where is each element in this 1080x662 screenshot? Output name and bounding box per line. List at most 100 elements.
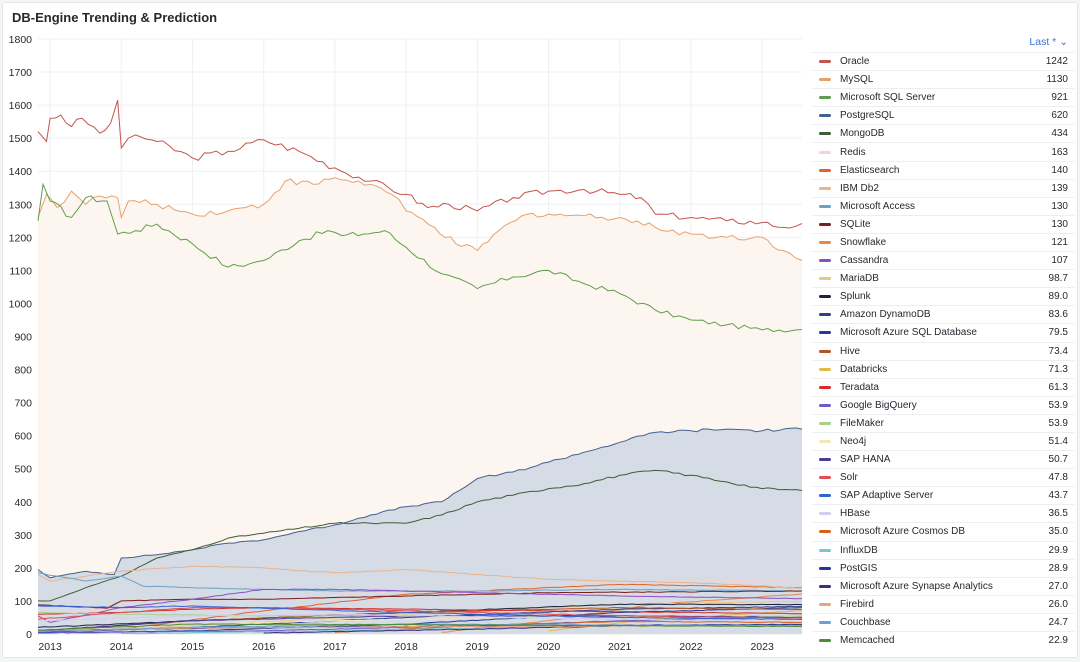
legend-item[interactable]: Hive 73.4 <box>812 341 1074 360</box>
legend-item[interactable]: Firebird 26.0 <box>812 594 1074 613</box>
legend-label: Neo4j <box>840 436 867 448</box>
legend-item[interactable]: Snowflake 121 <box>812 232 1074 251</box>
legend-item[interactable]: MySQL 1130 <box>812 70 1074 88</box>
legend-value: 24.7 <box>1048 616 1068 628</box>
legend-label: SAP HANA <box>840 454 891 466</box>
legend-label: Amazon DynamoDB <box>840 309 931 321</box>
legend-swatch <box>819 530 831 534</box>
legend-label: Couchbase <box>840 616 891 628</box>
y-tick-label: 1000 <box>9 298 33 310</box>
legend-swatch <box>819 421 831 425</box>
legend-value: 107 <box>1051 255 1068 267</box>
legend-value: 1242 <box>1045 56 1068 68</box>
series-line-hbase <box>37 613 803 623</box>
legend-value: 22.9 <box>1048 635 1068 647</box>
legend-item[interactable]: Microsoft Azure Synapse Analytics 27.0 <box>812 576 1074 595</box>
legend-value: 434 <box>1051 128 1068 140</box>
legend-label: HBase <box>840 508 871 520</box>
legend-item[interactable]: Google BigQuery 53.9 <box>812 395 1074 414</box>
legend-label: Teradata <box>840 381 879 393</box>
area-fill-postgresql <box>38 428 802 634</box>
x-tick-label: 2015 <box>181 641 205 653</box>
legend-value: 26.0 <box>1048 598 1068 610</box>
legend-item[interactable]: SAP HANA 50.7 <box>812 450 1074 468</box>
legend-value: 83.6 <box>1048 309 1068 321</box>
legend-label: MariaDB <box>840 273 879 285</box>
legend-item[interactable]: Oracle 1242 <box>812 52 1074 70</box>
legend-item[interactable]: Microsoft Azure Cosmos DB 35.0 <box>812 522 1074 540</box>
legend-swatch <box>819 132 831 136</box>
legend-item[interactable]: HBase 36.5 <box>812 504 1074 522</box>
legend-item[interactable]: Cassandra 107 <box>812 251 1074 269</box>
series-line-mongodb <box>37 469 803 602</box>
legend-value: 89.0 <box>1048 291 1068 303</box>
x-tick-label: 2013 <box>38 641 62 653</box>
legend-item[interactable]: PostgreSQL 620 <box>812 106 1074 124</box>
legend-value: 98.7 <box>1048 273 1068 285</box>
legend-item[interactable]: Solr 47.8 <box>812 468 1074 486</box>
series-line-sqlite <box>37 590 803 609</box>
legend-item[interactable]: MariaDB 98.7 <box>812 269 1074 287</box>
legend-label: SQLite <box>840 218 871 230</box>
legend-item[interactable]: IBM Db2 139 <box>812 178 1074 197</box>
x-tick-label: 2019 <box>466 641 490 653</box>
legend-value: 1130 <box>1046 74 1068 86</box>
legend-item[interactable]: Splunk 89.0 <box>812 287 1074 305</box>
legend-swatch <box>819 222 831 226</box>
legend-item[interactable]: SQLite 130 <box>812 214 1074 233</box>
legend-label: Databricks <box>840 363 888 375</box>
legend-item[interactable]: FileMaker 53.9 <box>812 413 1074 432</box>
series-line-oracle <box>37 100 803 229</box>
series-line-mariadb <box>37 600 803 633</box>
legend-item[interactable]: SAP Adaptive Server 43.7 <box>812 486 1074 504</box>
legend-label: PostGIS <box>840 562 878 574</box>
legend-swatch <box>819 548 831 552</box>
y-tick-label: 1500 <box>9 133 33 145</box>
legend-swatch <box>819 602 831 606</box>
legend-label: SAP Adaptive Server <box>840 490 934 502</box>
y-tick-label: 500 <box>14 464 32 476</box>
legend-label: FileMaker <box>840 417 884 429</box>
legend-value: 163 <box>1051 146 1068 158</box>
legend-value: 47.8 <box>1048 472 1068 484</box>
series-line-microsoft-azure-cosmos-db <box>334 620 803 633</box>
y-tick-label: 700 <box>14 398 32 410</box>
legend-label: Microsoft SQL Server <box>840 92 936 104</box>
legend-value: 73.4 <box>1048 345 1068 357</box>
legend-swatch <box>819 150 831 154</box>
legend-label: MongoDB <box>840 128 885 140</box>
legend-item[interactable]: InfluxDB 29.9 <box>812 540 1074 559</box>
legend-item[interactable]: Couchbase 24.7 <box>812 612 1074 631</box>
legend-item[interactable]: Memcached 22.9 <box>812 631 1074 649</box>
area-fills <box>38 177 802 635</box>
legend-swatch <box>819 494 831 498</box>
legend-item[interactable]: Microsoft Access 130 <box>812 196 1074 215</box>
legend-item[interactable]: Amazon DynamoDB 83.6 <box>812 305 1074 323</box>
legend-item[interactable]: Teradata 61.3 <box>812 377 1074 396</box>
legend-item[interactable]: Elasticsearch 140 <box>812 160 1074 179</box>
legend-label: InfluxDB <box>840 544 878 556</box>
legend-swatch <box>819 60 831 64</box>
legend-item[interactable]: Redis 163 <box>812 142 1074 160</box>
legend-label: Hive <box>840 345 861 357</box>
legend-value: 43.7 <box>1048 490 1068 502</box>
y-tick-label: 1300 <box>9 199 33 211</box>
legend-label: Oracle <box>840 56 870 68</box>
legend-item[interactable]: PostGIS 28.9 <box>812 558 1074 577</box>
legend-value: 50.7 <box>1048 454 1068 466</box>
legend-swatch <box>819 240 831 244</box>
legend-item[interactable]: MongoDB 434 <box>812 124 1074 142</box>
legend-value: 53.9 <box>1048 417 1068 429</box>
legend-item[interactable]: Microsoft Azure SQL Database 79.5 <box>812 323 1074 341</box>
panel-title: DB-Engine Trending & Prediction <box>12 10 218 25</box>
legend-value: 130 <box>1051 200 1068 212</box>
legend-swatch <box>819 168 831 172</box>
legend-value: 130 <box>1051 218 1068 230</box>
legend-item[interactable]: Neo4j 51.4 <box>812 431 1074 450</box>
series-lines <box>37 100 803 635</box>
y-tick-label: 1200 <box>9 232 33 244</box>
legend-item[interactable]: Databricks 71.3 <box>812 359 1074 378</box>
legend-sort-button[interactable]: Last * ⌄ <box>1029 36 1068 48</box>
legend-item[interactable]: Microsoft SQL Server 921 <box>812 88 1074 106</box>
legend-label: Microsoft Azure Synapse Analytics <box>840 580 993 592</box>
